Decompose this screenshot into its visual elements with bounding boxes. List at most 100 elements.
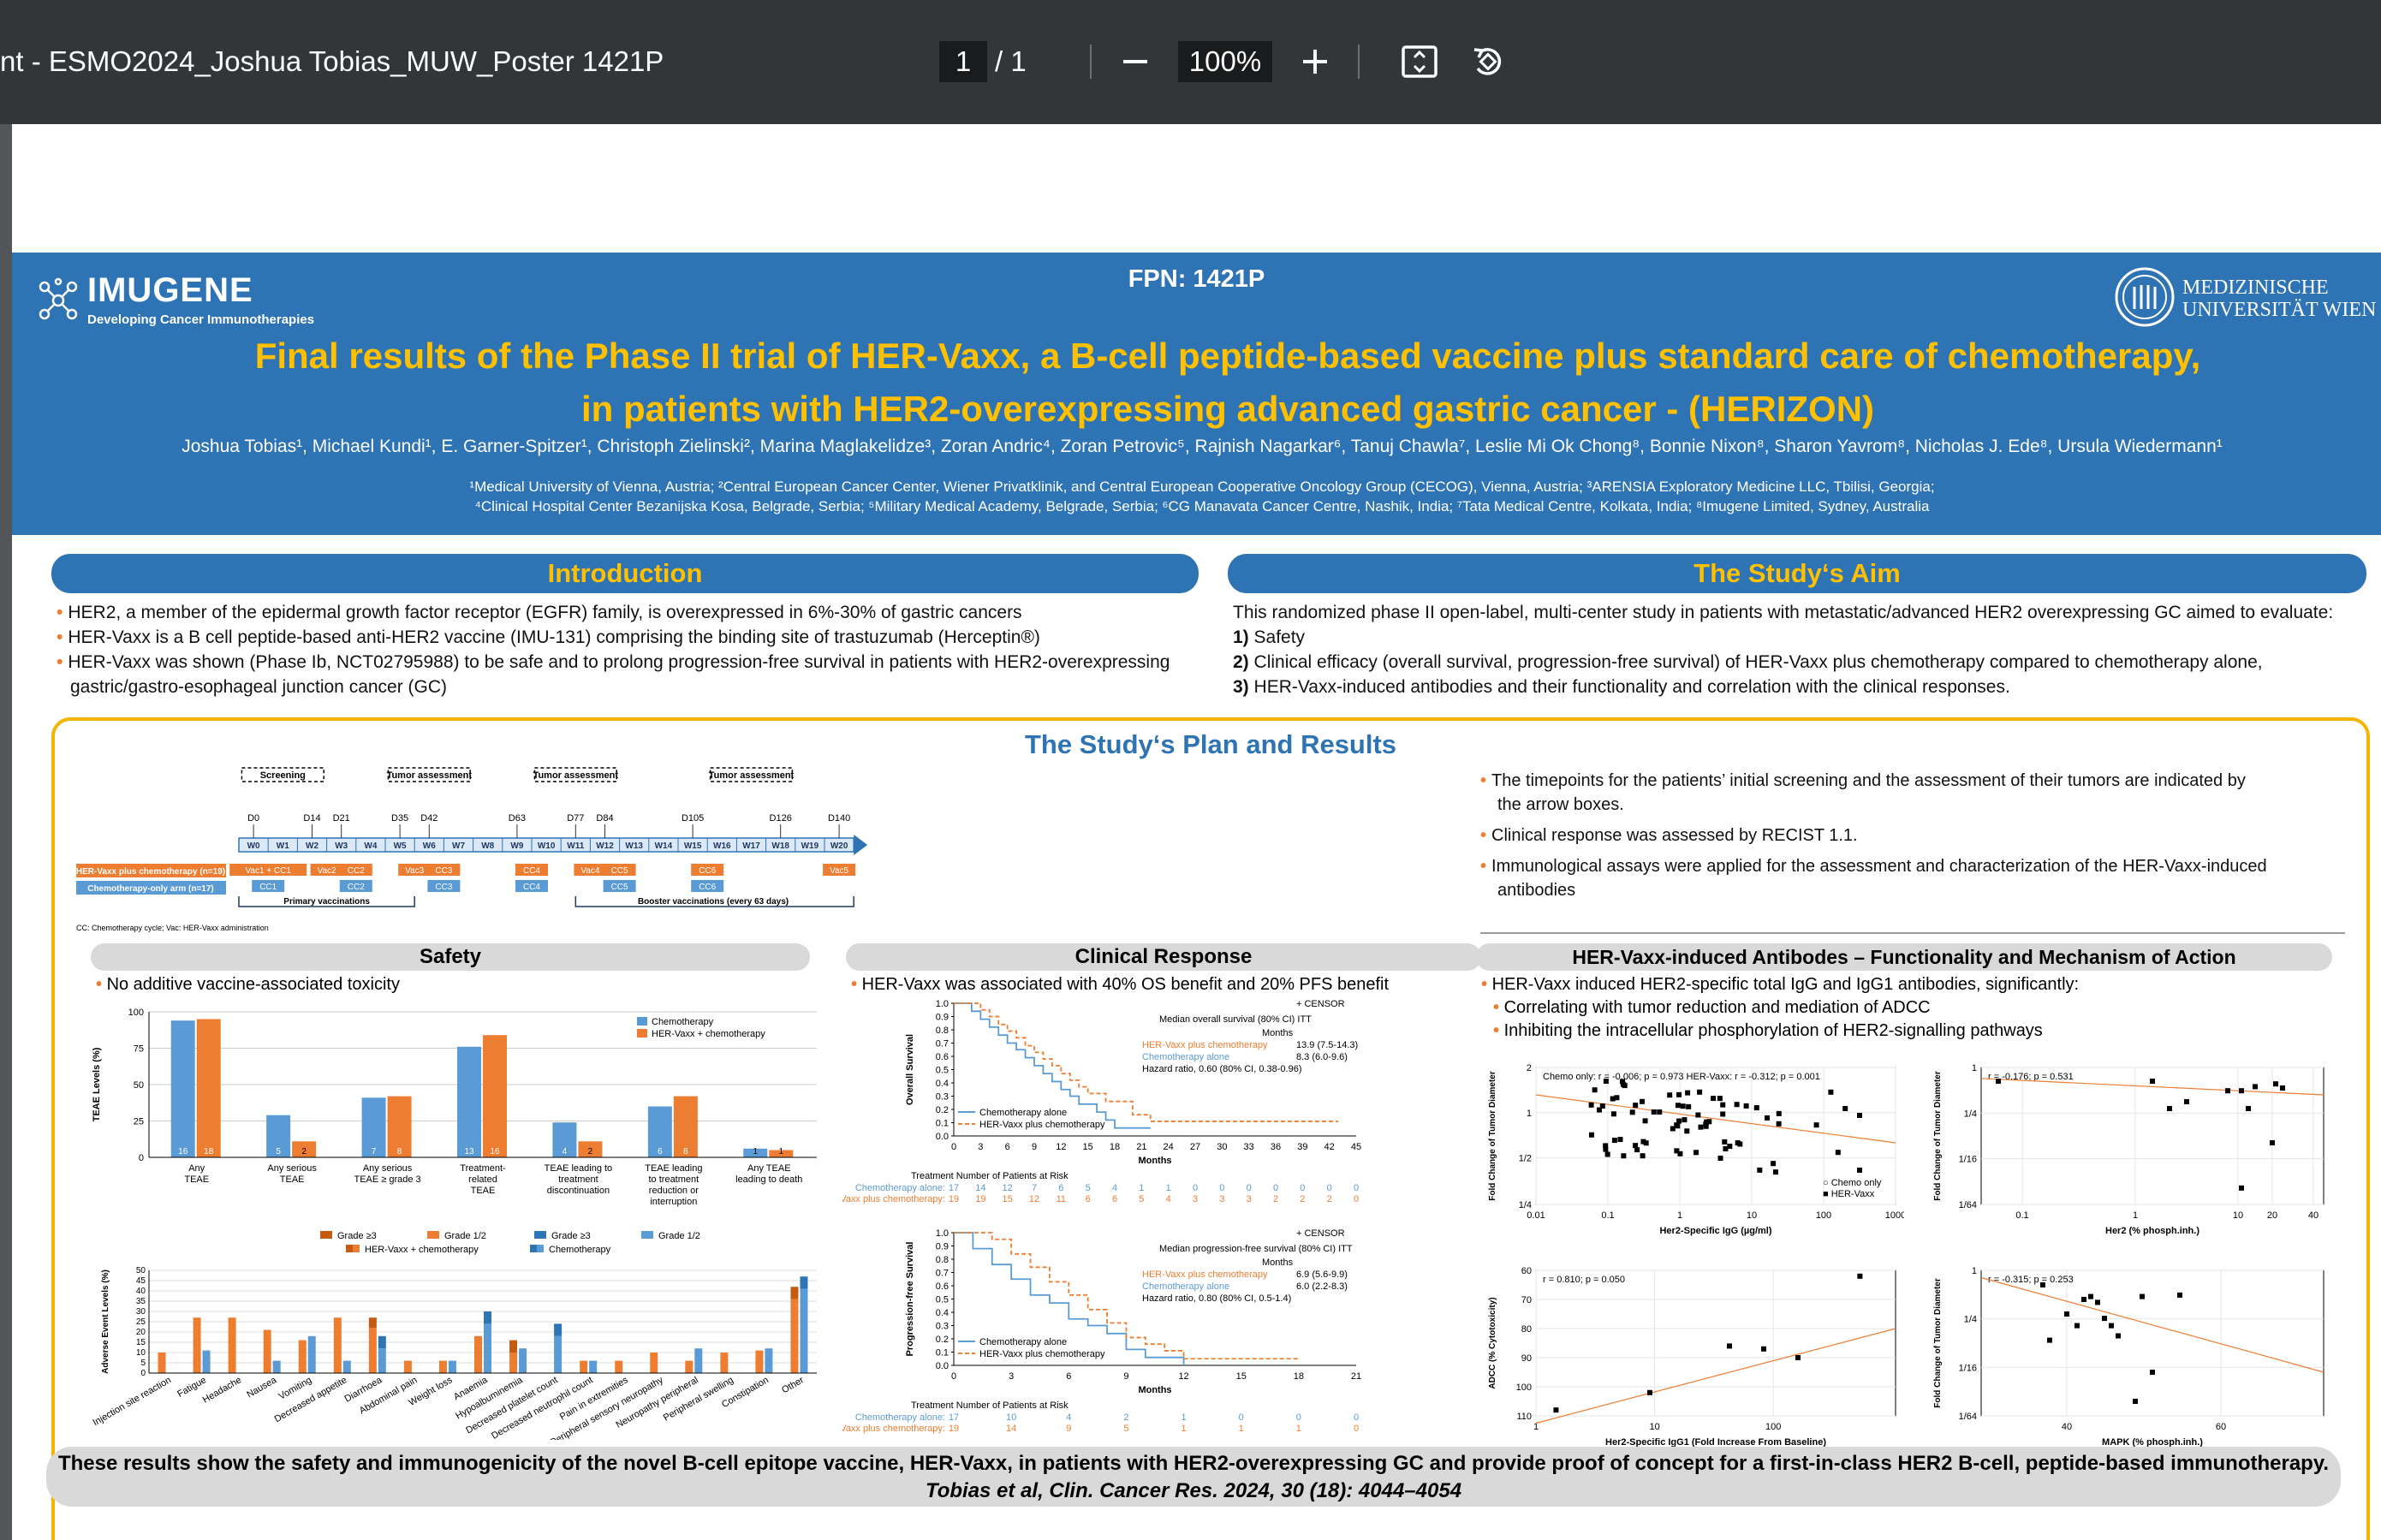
aim-item: 2) Clinical efficacy (overall survival, …: [1233, 652, 2263, 672]
vaxx-event-box: [603, 864, 636, 876]
x-tick-label: 0.1: [1601, 1210, 1614, 1221]
plan-results-box: The Study‘s Plan and Results W0 W1 W2 W3 W4 W…: [51, 717, 2370, 1540]
y-tick-label: 0.8: [936, 1255, 949, 1265]
x-tick-label: 12: [1178, 1371, 1188, 1382]
data-point: [2184, 1099, 2189, 1104]
x-tick-label: Treatment-: [460, 1163, 506, 1174]
risk-chemo-count: 0: [1239, 1412, 1244, 1423]
risk-chemo-count: 0: [1300, 1183, 1305, 1193]
assessment-label: Screening: [260, 770, 306, 781]
bar: [769, 1150, 794, 1157]
bar: [202, 1350, 211, 1373]
y-tick-label: 0.6: [936, 1281, 949, 1292]
x-tick-label: 10: [1649, 1422, 1659, 1432]
page-number-input[interactable]: 1: [939, 41, 987, 82]
data-point: [1614, 1095, 1620, 1101]
censor-legend: + CENSOR: [1296, 999, 1345, 1009]
data-point: [1675, 1103, 1681, 1109]
igg-scatter-chart: Fold Change of Tumor Diameter Her2-Specif…: [1488, 1063, 1904, 1236]
poster-title: Final results of the Phase II trial of H…: [115, 330, 2341, 436]
data-point: [1828, 1089, 1834, 1095]
y-tick-label: 1: [1972, 1266, 1977, 1276]
x-tick-label: 45: [1351, 1142, 1361, 1152]
mapk-scatter-chart: Fold Change of Tumor Diameter MAPK (% pho…: [1933, 1266, 2324, 1448]
bar-count-label: 16: [178, 1147, 188, 1156]
x-tick-label: 9: [1032, 1142, 1037, 1152]
risk-vaxx-count: 2: [1273, 1194, 1278, 1204]
data-point: [1735, 1140, 1741, 1146]
bar: [685, 1360, 693, 1373]
safety-heading: Safety: [91, 943, 810, 971]
risk-chemo-count: 10: [1006, 1412, 1016, 1423]
median-title: Median progression-free survival (80% CI…: [1159, 1244, 1353, 1254]
her2-scatter-chart: Fold Change of Tumor Diameter Her2 (% pho…: [1933, 1063, 2324, 1236]
zoom-in-button[interactable]: [1291, 39, 1339, 84]
y-tick-label: 90: [1521, 1353, 1532, 1364]
citation: Tobias et al, Clin. Cancer Res. 2024, 30…: [925, 1479, 1462, 1502]
bar: [361, 1097, 386, 1157]
bar: [519, 1348, 527, 1373]
zoom-out-button[interactable]: [1111, 39, 1159, 84]
risk-chemo-count: 6: [1058, 1183, 1063, 1193]
x-tick-label: interruption: [650, 1197, 697, 1207]
data-point: [1842, 1106, 1848, 1111]
y-axis-label: Overall Survival: [905, 1034, 915, 1105]
risk-chemo-label: Chemotherapy alone:: [855, 1412, 945, 1423]
x-tick-label: 27: [1190, 1142, 1200, 1152]
risk-vaxx-count: 2: [1300, 1194, 1305, 1204]
data-point: [1634, 1147, 1640, 1153]
y-tick-label: 0.5: [936, 1295, 949, 1305]
risk-chemo-count: 0: [1327, 1183, 1332, 1193]
x-tick-label: Other: [780, 1375, 806, 1395]
data-point: [1657, 1109, 1663, 1115]
survival-curve: [954, 1002, 1151, 1129]
rotate-button[interactable]: [1464, 39, 1512, 84]
data-point: [1685, 1090, 1691, 1096]
hazard-ratio: Hazard ratio, 0.80 (80% CI, 0.5-1.4): [1142, 1293, 1291, 1304]
y-tick-label: 1/16: [1959, 1155, 1977, 1165]
primary-label: Primary vaccinations: [283, 897, 370, 907]
risk-chemo-count: 17: [949, 1412, 959, 1423]
muw-line2: UNIVERSITÄT WIEN: [2182, 299, 2377, 321]
y-tick-label: 50: [136, 1266, 146, 1275]
title-line-1: Final results of the Phase II trial of H…: [254, 336, 2201, 376]
bar: [765, 1348, 773, 1373]
x-tick-label: 21: [1351, 1371, 1361, 1382]
week-label: W13: [625, 841, 643, 851]
arm-vaxx-box: [76, 864, 226, 877]
antibodies-heading: HER-Vaxx-induced Antibodes – Functionali…: [1476, 943, 2332, 971]
x-tick-label: 20: [2267, 1210, 2277, 1221]
chemo-event-label: CC4: [523, 883, 540, 892]
risk-chemo-count: 0: [1247, 1183, 1252, 1193]
x-tick-label: to treatment: [649, 1174, 699, 1185]
vaxx-event-box: [398, 864, 432, 876]
x-tick-label: 0: [951, 1371, 956, 1382]
risk-vaxx-count: 19: [949, 1424, 959, 1434]
data-point: [1639, 1098, 1645, 1104]
bar: [307, 1335, 316, 1373]
legend-label: ○ Chemo only: [1823, 1178, 1882, 1188]
fit-page-button[interactable]: [1396, 39, 1443, 84]
day-label: D0: [247, 813, 259, 824]
title-line-2: in patients with HER2-overexpressing adv…: [580, 389, 1875, 429]
y-tick-label: 1.0: [936, 1228, 949, 1239]
plan-note-cont: the arrow boxes.: [1497, 795, 1624, 814]
y-tick-label: 0.9: [936, 1242, 949, 1252]
conclusion-banner: These results show the safety and immuno…: [46, 1447, 2341, 1507]
y-tick-label: 5: [140, 1359, 146, 1368]
x-tick-label: 1: [1677, 1210, 1682, 1221]
risk-chemo-count: 1: [1139, 1183, 1144, 1193]
aim-list: This randomized phase II open-label, mul…: [1233, 600, 2380, 699]
legend-label: Grade ≥3: [551, 1231, 591, 1241]
y-tick-label: 1/64: [1959, 1412, 1977, 1422]
data-point: [2253, 1084, 2258, 1090]
chemo-event-box: [339, 880, 372, 892]
plan-note: • Clinical response was assessed by RECIS…: [1480, 826, 1858, 845]
bar: [720, 1353, 729, 1373]
zoom-level-input[interactable]: 100%: [1178, 41, 1272, 82]
bar: [298, 1340, 307, 1373]
risk-vaxx-count: 9: [1066, 1424, 1071, 1434]
week-label: W17: [742, 841, 760, 851]
week-label: W8: [481, 841, 494, 851]
chemo-event-label: CC1: [259, 883, 277, 892]
